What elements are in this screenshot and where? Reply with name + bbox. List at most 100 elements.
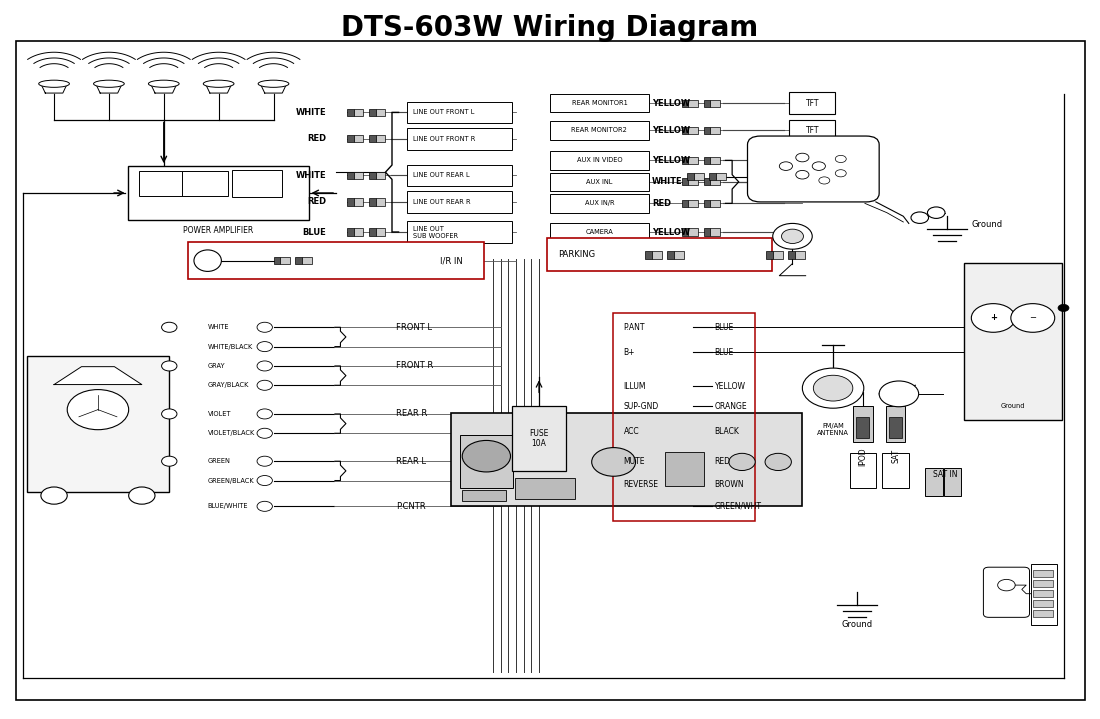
Polygon shape — [96, 83, 122, 93]
Bar — [550, 173, 649, 191]
Bar — [964, 263, 1063, 421]
Bar — [375, 135, 385, 142]
Bar — [368, 198, 375, 206]
Bar — [407, 101, 512, 123]
Text: GRAY/BLACK: GRAY/BLACK — [208, 383, 249, 388]
Bar — [682, 99, 689, 106]
Text: WHITE: WHITE — [296, 171, 327, 180]
Text: REAR MONITOR1: REAR MONITOR1 — [572, 100, 627, 106]
Text: RED: RED — [715, 457, 730, 466]
Text: YELLOW: YELLOW — [715, 382, 746, 390]
Bar — [407, 128, 512, 150]
Text: YELLOW: YELLOW — [652, 227, 690, 237]
Bar — [375, 109, 385, 116]
Bar — [944, 468, 961, 495]
Text: SUP-GND: SUP-GND — [624, 401, 659, 411]
Bar — [550, 93, 649, 112]
Bar — [711, 200, 720, 207]
Circle shape — [257, 361, 273, 371]
Bar — [694, 173, 704, 180]
Bar — [652, 252, 662, 259]
Text: BLUE: BLUE — [715, 348, 734, 357]
Text: BROWN: BROWN — [715, 480, 745, 490]
Text: ACC: ACC — [624, 426, 639, 436]
Bar — [666, 452, 704, 486]
Text: +: + — [990, 313, 997, 322]
Circle shape — [162, 409, 177, 419]
Text: SAT: SAT — [891, 449, 900, 463]
Text: MUTE: MUTE — [624, 457, 645, 466]
Circle shape — [462, 441, 510, 472]
Bar — [1033, 610, 1053, 618]
Circle shape — [257, 380, 273, 390]
Bar — [682, 157, 689, 164]
Bar — [375, 229, 385, 236]
Bar — [407, 221, 512, 243]
Text: WHITE: WHITE — [296, 108, 327, 117]
Text: YELLOW: YELLOW — [652, 126, 690, 134]
Bar — [710, 173, 716, 180]
Circle shape — [257, 429, 273, 439]
Bar — [711, 157, 720, 164]
Bar — [353, 198, 363, 206]
Polygon shape — [261, 83, 287, 93]
Bar — [789, 92, 835, 114]
Text: −: − — [1030, 313, 1036, 322]
Text: YELLOW: YELLOW — [652, 99, 690, 108]
Bar — [849, 452, 876, 488]
Bar — [812, 178, 822, 186]
Text: Ground: Ground — [1001, 403, 1025, 409]
Circle shape — [802, 368, 864, 408]
Polygon shape — [41, 83, 67, 93]
Circle shape — [879, 381, 918, 407]
Polygon shape — [206, 83, 232, 93]
Bar — [689, 200, 698, 207]
Text: POWER AMPLIFIER: POWER AMPLIFIER — [183, 226, 253, 235]
Bar — [794, 252, 804, 259]
Polygon shape — [151, 83, 177, 93]
Circle shape — [257, 501, 273, 511]
Circle shape — [971, 303, 1015, 332]
Bar — [375, 198, 385, 206]
Bar — [1033, 590, 1053, 597]
Text: I/R IN: I/R IN — [440, 256, 463, 265]
Text: BLACK: BLACK — [715, 426, 739, 436]
Bar — [689, 157, 698, 164]
Text: VIOLET: VIOLET — [208, 411, 231, 417]
Ellipse shape — [194, 250, 221, 271]
Bar — [346, 172, 353, 179]
Text: RED: RED — [307, 134, 327, 143]
Bar — [368, 135, 375, 142]
Circle shape — [911, 212, 928, 224]
Bar — [346, 198, 353, 206]
Ellipse shape — [258, 81, 289, 87]
Ellipse shape — [39, 81, 69, 87]
Bar — [26, 356, 169, 492]
Bar — [1031, 564, 1057, 625]
Text: GRAY: GRAY — [208, 363, 226, 369]
Bar — [353, 172, 363, 179]
Bar — [515, 477, 575, 499]
Text: WHITE: WHITE — [652, 178, 683, 186]
Text: LINE OUT FRONT R: LINE OUT FRONT R — [412, 136, 475, 142]
Bar — [232, 170, 283, 197]
Bar — [704, 127, 711, 134]
Bar — [460, 435, 513, 488]
Bar — [789, 119, 835, 141]
Bar — [346, 229, 353, 236]
Bar — [512, 406, 566, 470]
Text: LINE OUT
SUB WOOFER: LINE OUT SUB WOOFER — [412, 226, 458, 239]
Text: TFT: TFT — [805, 99, 820, 108]
Circle shape — [813, 375, 852, 401]
Text: LINE OUT REAR L: LINE OUT REAR L — [412, 173, 470, 178]
Text: LINE OUT FRONT L: LINE OUT FRONT L — [412, 109, 474, 116]
Bar — [682, 200, 689, 207]
Circle shape — [795, 170, 808, 179]
Text: P.ANT: P.ANT — [624, 323, 645, 331]
FancyBboxPatch shape — [983, 567, 1030, 618]
Bar — [646, 252, 652, 259]
Text: AUX IN VIDEO: AUX IN VIDEO — [576, 157, 623, 163]
Text: Ground: Ground — [842, 620, 872, 629]
Circle shape — [257, 342, 273, 352]
Text: TFT: TFT — [805, 126, 820, 134]
